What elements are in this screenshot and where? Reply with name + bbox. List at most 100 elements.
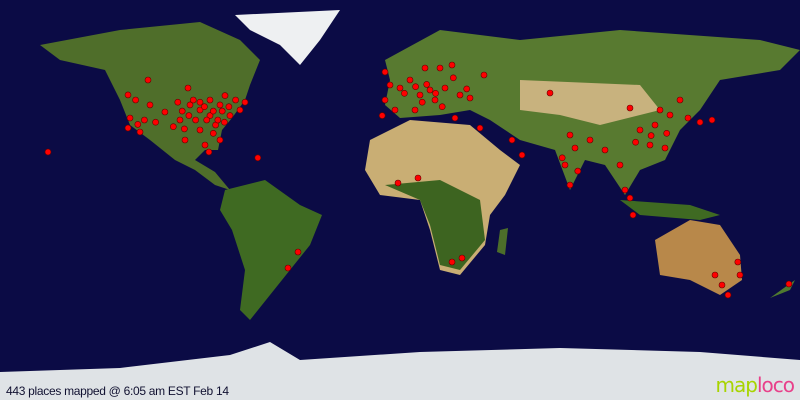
place-marker[interactable] (136, 128, 144, 136)
place-marker[interactable] (192, 116, 199, 124)
place-marker[interactable] (174, 98, 182, 106)
place-marker[interactable] (381, 96, 389, 104)
place-marker[interactable] (126, 114, 134, 122)
place-marker[interactable] (386, 81, 394, 89)
place-marker[interactable] (632, 138, 639, 146)
place-marker[interactable] (561, 161, 569, 169)
place-marker[interactable] (646, 141, 654, 149)
place-marker[interactable] (201, 103, 208, 110)
place-marker[interactable] (656, 106, 664, 114)
place-marker[interactable] (178, 107, 186, 115)
place-marker[interactable] (466, 94, 474, 102)
place-marker[interactable] (210, 130, 217, 137)
place-marker[interactable] (480, 71, 488, 79)
place-marker[interactable] (181, 136, 189, 144)
place-marker[interactable] (601, 146, 609, 154)
place-marker[interactable] (201, 141, 209, 149)
place-marker[interactable] (206, 112, 214, 119)
place-marker[interactable] (676, 96, 684, 104)
place-marker[interactable] (401, 90, 408, 97)
place-marker[interactable] (684, 114, 692, 122)
place-marker[interactable] (414, 174, 422, 182)
place-marker[interactable] (214, 116, 222, 124)
place-marker[interactable] (226, 112, 234, 119)
place-marker[interactable] (225, 103, 233, 110)
place-marker[interactable] (216, 136, 224, 144)
place-marker[interactable] (574, 167, 582, 175)
place-marker[interactable] (294, 248, 302, 256)
place-marker[interactable] (436, 64, 444, 72)
place-marker[interactable] (205, 148, 213, 156)
place-marker[interactable] (708, 116, 716, 124)
place-marker[interactable] (448, 61, 456, 69)
place-marker[interactable] (571, 144, 579, 152)
place-marker[interactable] (423, 81, 431, 88)
place-marker[interactable] (241, 98, 249, 106)
place-marker[interactable] (508, 136, 516, 144)
place-marker[interactable] (621, 186, 629, 194)
place-marker[interactable] (785, 280, 793, 288)
place-marker[interactable] (476, 124, 484, 132)
place-marker[interactable] (724, 291, 732, 299)
place-marker[interactable] (411, 106, 419, 114)
place-marker[interactable] (629, 211, 637, 219)
place-marker[interactable] (381, 68, 389, 76)
place-marker[interactable] (134, 121, 142, 128)
place-marker[interactable] (124, 124, 132, 132)
place-marker[interactable] (458, 254, 466, 262)
place-marker[interactable] (661, 144, 669, 152)
place-marker[interactable] (651, 121, 659, 129)
place-marker[interactable] (566, 181, 574, 189)
place-marker[interactable] (418, 98, 426, 106)
place-marker[interactable] (412, 83, 419, 90)
place-marker[interactable] (586, 136, 594, 144)
place-marker[interactable] (196, 106, 204, 114)
place-marker[interactable] (236, 106, 244, 114)
place-marker[interactable] (152, 118, 159, 126)
place-marker[interactable] (421, 64, 429, 72)
place-marker[interactable] (146, 101, 154, 109)
place-marker[interactable] (161, 108, 169, 116)
place-marker[interactable] (451, 114, 459, 122)
place-marker[interactable] (636, 126, 644, 134)
place-marker[interactable] (206, 96, 214, 104)
place-marker[interactable] (391, 106, 399, 114)
place-marker[interactable] (232, 96, 239, 104)
place-marker[interactable] (44, 148, 52, 156)
place-marker[interactable] (218, 107, 226, 115)
place-marker[interactable] (124, 91, 132, 99)
place-marker[interactable] (196, 98, 204, 106)
place-marker[interactable] (406, 76, 414, 84)
place-marker[interactable] (254, 154, 262, 162)
place-marker[interactable] (141, 116, 148, 124)
place-marker[interactable] (210, 107, 217, 115)
place-marker[interactable] (181, 125, 188, 133)
place-marker[interactable] (696, 118, 704, 126)
place-marker[interactable] (431, 96, 439, 104)
place-marker[interactable] (196, 126, 204, 134)
place-marker[interactable] (558, 154, 566, 162)
place-marker[interactable] (663, 130, 671, 137)
place-marker[interactable] (666, 111, 674, 119)
place-marker[interactable] (718, 281, 726, 289)
place-marker[interactable] (518, 151, 526, 159)
place-marker[interactable] (394, 179, 402, 187)
place-marker[interactable] (711, 271, 719, 279)
place-marker[interactable] (616, 161, 624, 169)
place-marker[interactable] (144, 76, 152, 84)
place-marker[interactable] (396, 84, 404, 92)
place-marker[interactable] (190, 96, 197, 104)
place-marker[interactable] (184, 84, 192, 92)
place-marker[interactable] (734, 258, 742, 266)
place-marker[interactable] (546, 89, 554, 97)
maploco-logo[interactable]: maploco (716, 373, 795, 397)
place-marker[interactable] (216, 101, 224, 109)
place-marker[interactable] (186, 101, 194, 109)
place-marker[interactable] (449, 74, 457, 82)
place-marker[interactable] (203, 116, 210, 124)
place-marker[interactable] (185, 112, 193, 119)
place-marker[interactable] (176, 116, 184, 124)
place-marker[interactable] (463, 85, 471, 93)
place-marker[interactable] (284, 264, 292, 272)
